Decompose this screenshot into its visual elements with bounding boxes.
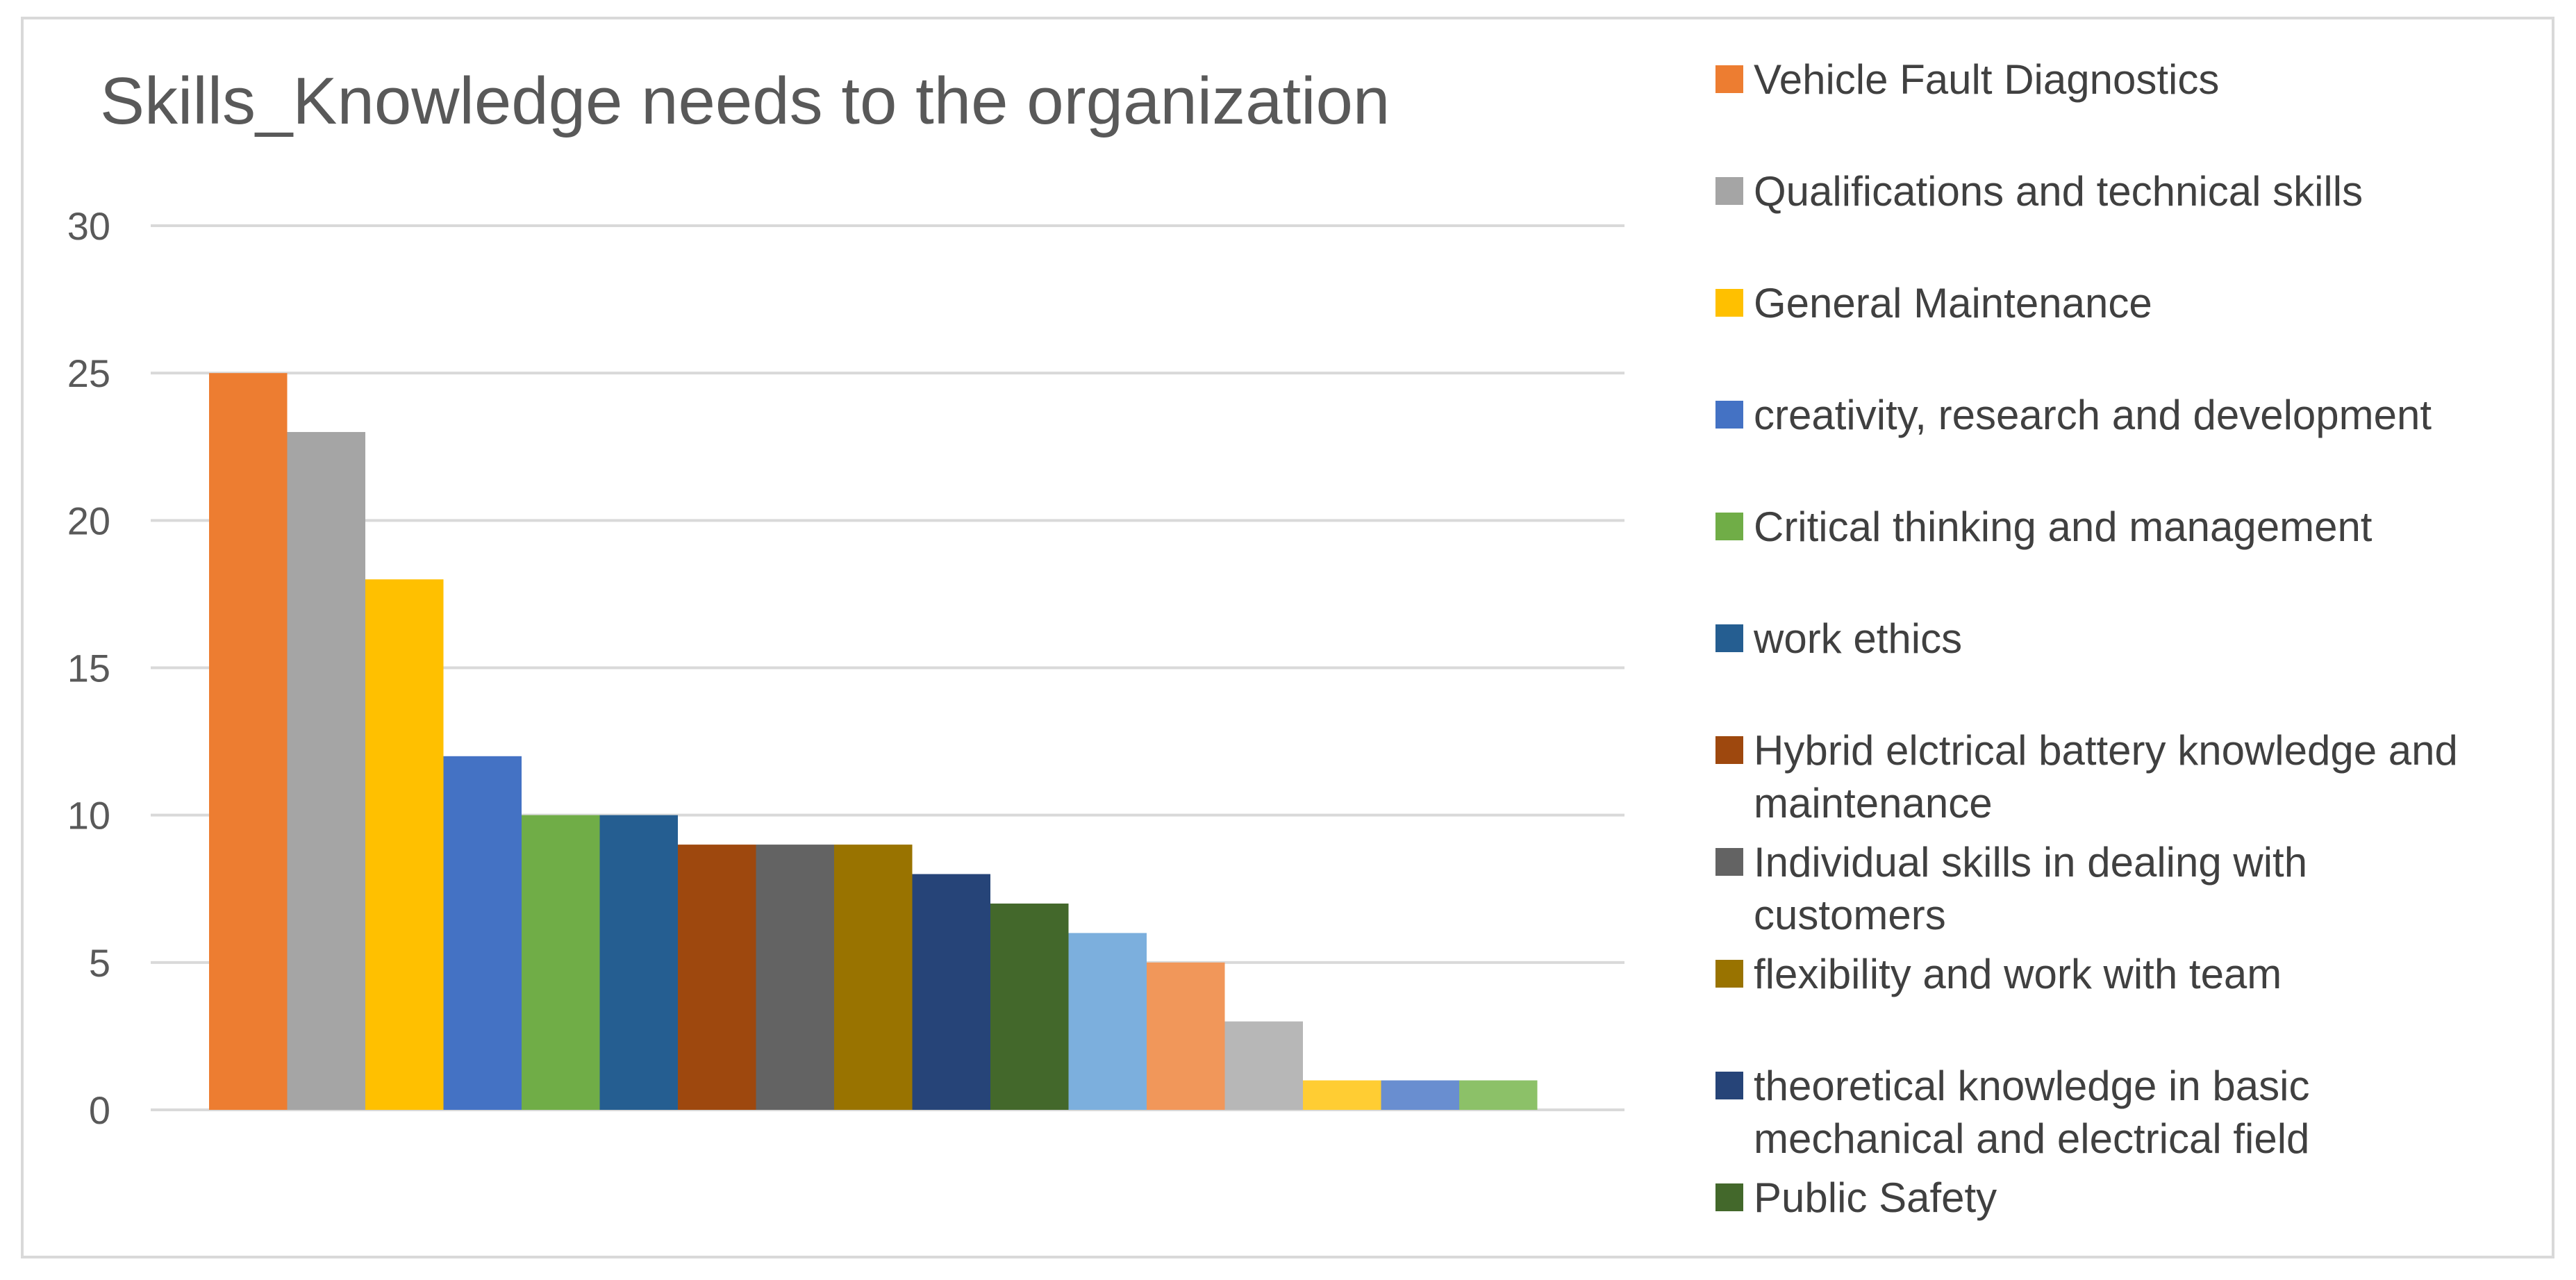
bar [912,874,990,1110]
legend-swatch [1715,65,1743,93]
chart-title: Skills_Knowledge needs to the organizati… [100,64,1390,138]
bar [678,845,756,1110]
y-axis-tick-labels: 0 5 10 15 20 25 30 [67,204,110,1132]
y-tick-label: 0 [89,1088,110,1132]
bar [1459,1080,1538,1110]
legend-swatch [1715,848,1743,876]
bar [287,432,365,1110]
legend-swatch [1715,1072,1743,1099]
bar [443,756,522,1110]
y-tick-label: 30 [67,204,110,248]
bar [1381,1080,1459,1110]
y-tick-label: 10 [67,794,110,838]
legend-swatch [1715,513,1743,540]
bar [522,815,600,1110]
bar [365,579,444,1110]
legend-label: creativity, research and development [1754,392,2432,438]
legend-label: Critical thinking and management [1754,504,2373,550]
legend-swatch [1715,624,1743,652]
y-tick-label: 20 [67,499,110,542]
legend-swatch [1715,289,1743,317]
bar [209,373,288,1110]
y-tick-label: 25 [67,351,110,395]
legend-swatch [1715,401,1743,429]
legend-label: Individual skills in dealing with custome… [1754,839,2307,938]
bar [1303,1080,1381,1110]
legend-swatch [1715,736,1743,764]
bar [834,845,913,1110]
legend-swatch [1715,960,1743,988]
legend-swatch [1715,177,1743,205]
legend-label: Public Safety [1754,1174,1997,1221]
bars [209,373,1538,1110]
bar [1068,933,1147,1110]
bar [1147,962,1225,1110]
legend-label: work ethics [1753,615,1962,662]
legend-label: Qualifications and technical skills [1754,168,2363,215]
legend-swatch [1715,1183,1743,1211]
legend-label: Hybrid elctrical battery knowledge and ma… [1754,727,2458,826]
chart-canvas: Skills_Knowledge needs to the organizati… [67,56,2458,1221]
bar [599,815,678,1110]
bar [1224,1021,1303,1110]
legend-label: Vehicle Fault Diagnostics [1754,56,2219,103]
legend: Vehicle Fault Diagnostics Qualifications … [1715,56,2458,1221]
legend-label: General Maintenance [1754,280,2152,326]
bar [990,903,1069,1110]
legend-label: flexibility and work with team [1754,951,2282,997]
y-tick-label: 5 [89,941,110,985]
chart-frame: Skills_Knowledge needs to the organizati… [21,17,2554,1258]
bar [756,845,834,1110]
y-tick-label: 15 [67,647,110,690]
legend-label: theoretical knowledge in basic mechanical… [1754,1063,2309,1162]
